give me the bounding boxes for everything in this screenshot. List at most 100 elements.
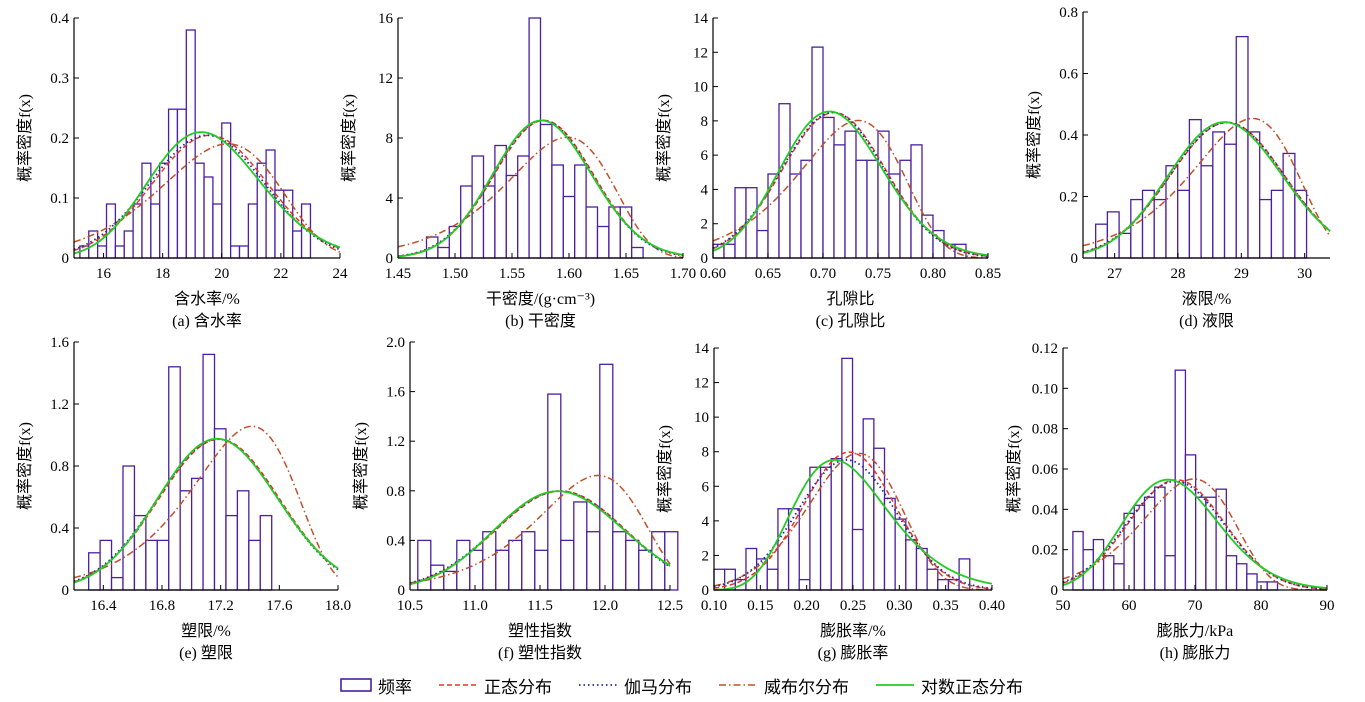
frequency-bar bbox=[229, 245, 241, 259]
frequency-bar bbox=[225, 514, 239, 591]
x-tick-label: 0.70 bbox=[810, 266, 836, 282]
x-tick-label: 18.0 bbox=[325, 598, 351, 614]
frequency-bar bbox=[482, 531, 497, 591]
frequency-bar bbox=[562, 195, 576, 259]
y-tick-label: 0.4 bbox=[50, 521, 69, 537]
frequency-bar bbox=[1133, 504, 1146, 591]
frequency-bar bbox=[844, 130, 857, 259]
frequency-bar bbox=[539, 123, 553, 259]
y-tick-label: 0.04 bbox=[1032, 502, 1059, 518]
frequency-bar bbox=[1223, 143, 1237, 259]
legend-weibull-swatch bbox=[719, 684, 757, 686]
panel-b: 1.45 1.50 1.55 1.60 1.65 1.70 0 4 8 12 16 干密度/(g·cm… bbox=[340, 11, 696, 330]
legend-lognormal-swatch bbox=[876, 684, 914, 686]
y-tick-label: 0.4 bbox=[50, 11, 69, 27]
panel-e: 16.4 16.8 17.2 17.6 18.0 0 0.4 0.8 1.2 1.6 塑限/% (e)… bbox=[16, 335, 351, 662]
y-tick-label: 0 bbox=[386, 251, 394, 267]
y-tick-label: 4 bbox=[386, 191, 394, 207]
y-tick-label: 6 bbox=[702, 479, 710, 495]
frequency-bar bbox=[756, 229, 769, 259]
y-tick-label: 0.2 bbox=[1059, 190, 1078, 206]
frequency-bar bbox=[612, 531, 627, 591]
lognormal-fit-curve bbox=[712, 110, 989, 257]
x-tick-label: 0.40 bbox=[979, 598, 1005, 614]
x-tick-label: 16 bbox=[96, 266, 112, 282]
y-tick-label: 0.12 bbox=[1032, 341, 1058, 357]
y-tick-label: 4 bbox=[702, 514, 710, 530]
frequency-bar bbox=[841, 357, 854, 591]
legend-weibull-label: 威布尔分布 bbox=[764, 677, 849, 697]
legend-item-normal: 正态分布 bbox=[438, 673, 552, 698]
x-tick-label: 22 bbox=[273, 266, 288, 282]
weibull-fit-curve bbox=[73, 425, 339, 579]
frequency-bar bbox=[1130, 198, 1144, 259]
frequency-bar bbox=[122, 465, 136, 591]
frequency-bar bbox=[1177, 189, 1191, 259]
frequency-bar bbox=[482, 185, 496, 259]
y-tick-label: 12 bbox=[378, 71, 393, 87]
y-tick-label: 0 bbox=[702, 583, 710, 599]
y-tick-label: 0.10 bbox=[1032, 381, 1058, 397]
y-tick-label: 10 bbox=[694, 410, 709, 426]
x-tick-label: 0.15 bbox=[747, 598, 773, 614]
frequency-bar bbox=[110, 576, 124, 591]
x-tick-label: 80 bbox=[1254, 598, 1269, 614]
frequency-bar bbox=[586, 531, 601, 591]
panel-caption: (e) 塑限 bbox=[179, 644, 233, 662]
frequency-bar bbox=[1225, 555, 1238, 591]
frequency-bar bbox=[560, 539, 575, 591]
x-tick-label: 0.85 bbox=[975, 266, 1001, 282]
frequency-bar bbox=[1113, 563, 1125, 591]
x-tick-label: 1.55 bbox=[499, 266, 525, 282]
y-tick-label: 0.8 bbox=[50, 459, 69, 475]
y-tick-label: 2 bbox=[701, 217, 709, 233]
legend-normal-swatch bbox=[439, 684, 477, 686]
normal-fit-curve bbox=[1062, 479, 1328, 590]
y-tick-label: 0 bbox=[701, 251, 709, 267]
x-tick-label: 16.4 bbox=[90, 598, 117, 614]
frequency-bar bbox=[528, 17, 542, 259]
x-axis-label: 干密度/(g·cm⁻³) bbox=[486, 290, 595, 308]
y-tick-label: 14 bbox=[694, 341, 710, 357]
frequency-bar bbox=[159, 162, 170, 259]
frequency-bar bbox=[926, 568, 939, 591]
legend-lognormal-label: 对数正态分布 bbox=[921, 677, 1023, 697]
frequency-bar bbox=[1154, 486, 1166, 591]
frequency-bar bbox=[194, 162, 205, 259]
weibull-fit-curve bbox=[1062, 478, 1327, 591]
frequency-bar bbox=[905, 539, 918, 591]
gamma-fit-curve bbox=[1062, 480, 1328, 591]
x-tick-label: 0.25 bbox=[840, 598, 866, 614]
frequency-bar bbox=[1164, 555, 1176, 591]
x-tick-label: 17.2 bbox=[208, 598, 234, 614]
x-tick-label: 0.10 bbox=[701, 598, 727, 614]
frequency-bar bbox=[265, 149, 276, 259]
frequency-bar bbox=[1118, 232, 1132, 259]
frequency-bar bbox=[723, 243, 736, 259]
legend-item-weibull: 威布尔分布 bbox=[718, 673, 849, 698]
frequency-bar bbox=[778, 103, 791, 259]
x-tick-label: 30 bbox=[1297, 266, 1312, 282]
frequency-bar bbox=[664, 531, 679, 591]
panel-a: 16 18 20 22 24 0 0.1 0.2 0.3 0.4 含水率/% (a) 含水率 概率密度f… bbox=[16, 11, 348, 330]
frequency-bar bbox=[437, 246, 450, 259]
x-tick-label: 0.20 bbox=[794, 598, 820, 614]
legend-frequency-swatch bbox=[340, 678, 372, 692]
x-tick-label: 24 bbox=[333, 266, 349, 282]
frequency-bar bbox=[256, 162, 267, 259]
y-tick-label: 1.2 bbox=[50, 397, 69, 413]
x-axis-label: 塑限/% bbox=[181, 622, 231, 640]
frequency-bar bbox=[800, 159, 813, 259]
lognormal-fit-curve bbox=[73, 437, 339, 584]
frequency-bar bbox=[819, 466, 832, 591]
frequency-bar bbox=[830, 457, 843, 591]
frequency-bar bbox=[1195, 496, 1207, 591]
frequency-bar bbox=[894, 518, 907, 591]
frequency-bar bbox=[508, 539, 523, 591]
panel-caption: (a) 含水率 bbox=[172, 312, 242, 330]
y-tick-label: 14 bbox=[693, 11, 709, 27]
y-tick-label: 8 bbox=[701, 114, 709, 130]
x-tick-label: 29 bbox=[1234, 266, 1249, 282]
frequency-bar bbox=[534, 549, 549, 591]
x-tick-label: 27 bbox=[1107, 266, 1123, 282]
